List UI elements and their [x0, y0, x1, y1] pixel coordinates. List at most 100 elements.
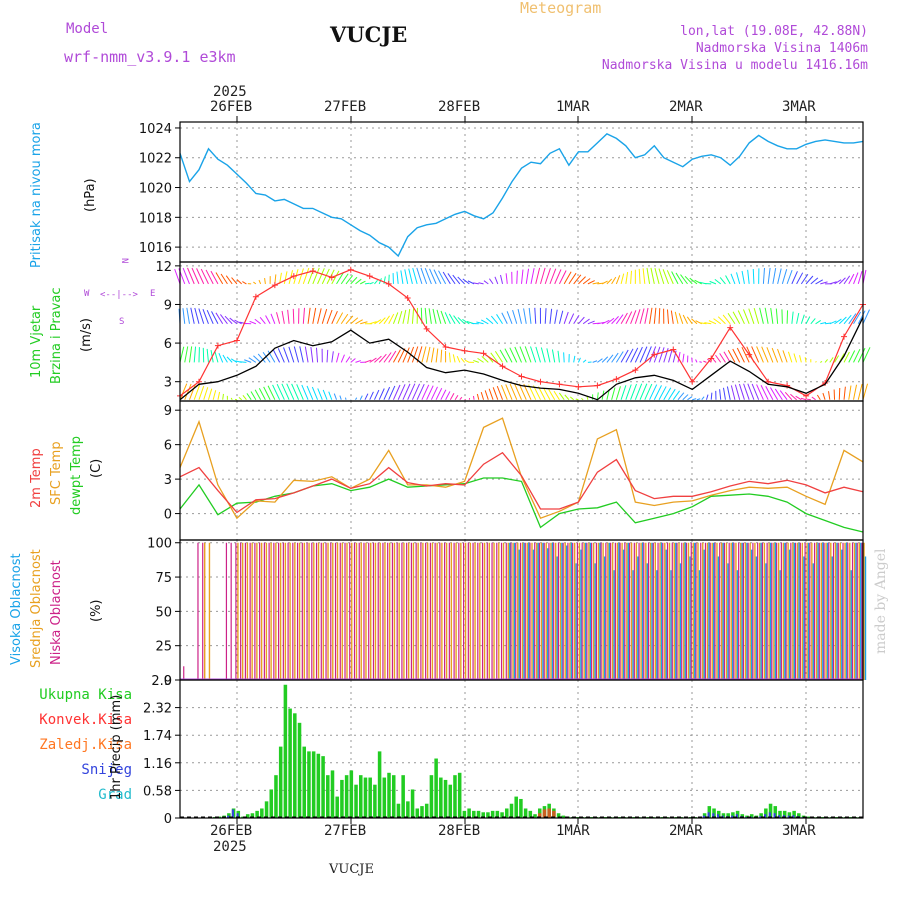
wind-barb [575, 398, 579, 401]
wind-barb [747, 383, 755, 400]
wind-barb [799, 355, 802, 363]
wind-barb [644, 307, 649, 324]
y-tick-label: 1022 [139, 152, 172, 167]
wind-barb [857, 347, 866, 363]
wind-barb [843, 275, 851, 285]
wind-barb [730, 385, 736, 400]
precip-total-bar [759, 813, 763, 818]
wind-barb [236, 279, 242, 285]
wind-barb [730, 273, 736, 285]
wind-barb [535, 267, 541, 284]
wind-barb [426, 385, 434, 400]
wind-barb [400, 270, 404, 284]
gust-marker [613, 376, 620, 383]
gust-marker [271, 282, 278, 289]
wind-barb [795, 395, 802, 401]
wind-barb [525, 268, 530, 284]
grid-lines [180, 122, 863, 818]
wind-barb [299, 346, 304, 363]
wind-barb [727, 350, 736, 363]
gust-marker [746, 351, 753, 358]
wind-barb [448, 313, 456, 325]
wind-barb [658, 308, 661, 324]
y-tick-label: 0 [164, 812, 172, 827]
wind-barb [630, 270, 632, 284]
wind-barb [276, 384, 285, 400]
wind-barb [732, 311, 741, 325]
wind-barb [713, 318, 722, 325]
wind-barb [658, 386, 667, 400]
wind-barb [653, 385, 662, 400]
wind-barb [804, 357, 807, 363]
precip-total-bar [523, 808, 528, 818]
wind-ylabel: (m/s) [79, 318, 94, 352]
wind-barb [262, 351, 271, 363]
wind-barb [796, 272, 804, 285]
compass-s: S [119, 317, 125, 327]
precip-total-bar [556, 813, 561, 818]
precip-total-bar [283, 684, 288, 818]
precip-total-bar [363, 777, 368, 818]
wind-barb [315, 347, 319, 363]
wind-barb [218, 352, 224, 363]
compass-w: W [84, 289, 90, 299]
wind-barb [577, 357, 581, 363]
wind-barb [210, 270, 219, 285]
wind-barb [601, 356, 609, 363]
wind-barb [392, 349, 401, 363]
precip-total-bar [311, 751, 316, 818]
precip-total-bar [358, 775, 363, 818]
wind-barb [442, 271, 451, 285]
wind-barb [283, 271, 288, 284]
wind-barb [777, 348, 783, 363]
wind-barb [765, 386, 774, 400]
wind-barb [184, 346, 189, 363]
precip-snow-bar [735, 814, 738, 818]
wind-barb [374, 389, 380, 400]
wind-barb [857, 271, 863, 285]
wind-barb [378, 353, 387, 363]
wind-barb [759, 307, 764, 324]
wind-barb [364, 282, 370, 285]
wind-barb [639, 346, 648, 363]
wind-barb [862, 347, 871, 363]
wind-barb [646, 267, 651, 284]
wind-barb [215, 312, 224, 325]
wind-barb [279, 272, 282, 284]
wind-barb [291, 383, 300, 400]
wind-barb [682, 314, 688, 324]
wind-barb [838, 277, 846, 285]
y-tick-label: 9 [164, 298, 172, 313]
wind-barb [344, 397, 347, 400]
wind-barb [581, 397, 584, 401]
precip-total-bar [382, 777, 387, 818]
wind-barb [853, 384, 858, 400]
wind-barb [328, 391, 333, 400]
precip-total-bar [476, 810, 481, 818]
wind-barb [829, 357, 834, 363]
wind-barb [258, 388, 266, 400]
date-top-4: 2MAR [669, 99, 703, 115]
wind-barb [312, 307, 317, 324]
wind-barb [336, 352, 340, 363]
wind-barb [678, 313, 684, 324]
y-tick-label: 0.58 [143, 784, 172, 799]
wind-barb [578, 276, 586, 285]
wind-barb [672, 390, 680, 401]
wind-barb [317, 388, 323, 400]
precip-conv-bar [537, 813, 542, 818]
y-tick-label: 50 [155, 605, 172, 620]
compass-arrows: <--|--> [100, 290, 138, 300]
precip-total-bar [495, 810, 500, 818]
wind-barb [459, 396, 463, 401]
date-top-0: 26FEB [210, 99, 253, 115]
wind-barb [677, 392, 685, 401]
precip-total-bar [749, 814, 754, 818]
wind-barb [340, 273, 349, 285]
wind-barb [706, 394, 709, 400]
wind-barb [862, 383, 868, 400]
wind-barb [396, 271, 399, 284]
wind-barb [649, 384, 658, 400]
wind-barb [302, 267, 310, 285]
wind-barb [563, 271, 572, 285]
